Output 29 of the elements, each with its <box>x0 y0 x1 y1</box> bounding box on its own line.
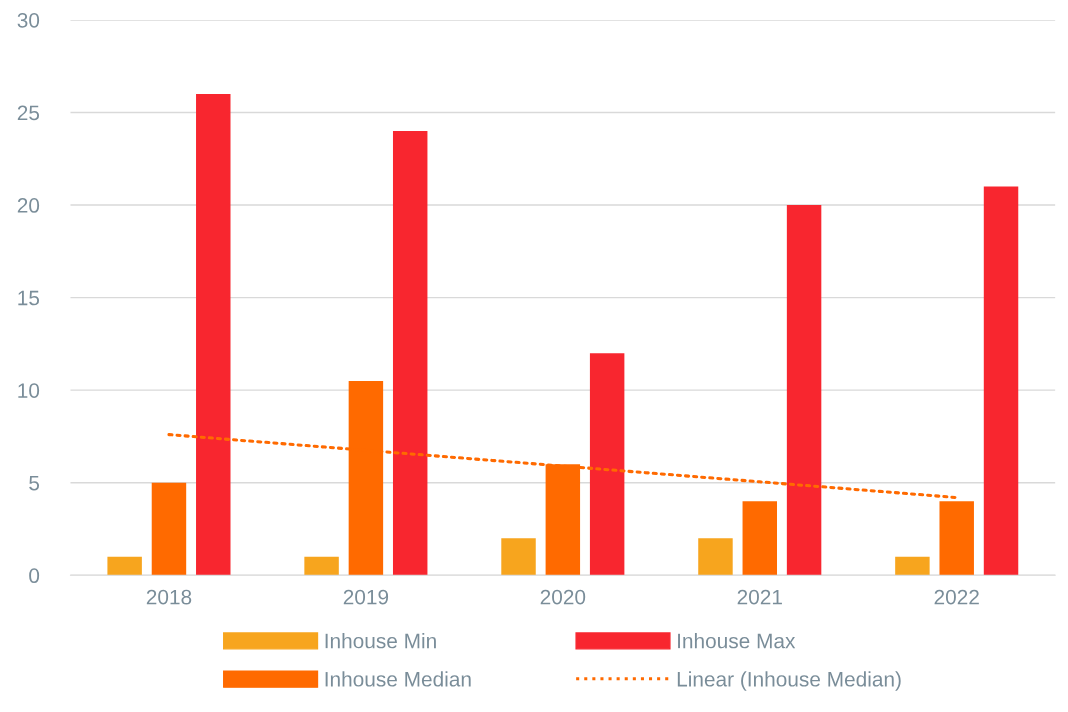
legend-label: Inhouse Max <box>678 633 796 649</box>
bar <box>895 556 930 576</box>
bar <box>742 501 778 576</box>
legend-label: Linear (Inhouse Median) <box>677 671 901 691</box>
bar <box>983 186 1019 576</box>
y-tick-label: 0 <box>29 568 40 584</box>
bar <box>698 538 733 576</box>
y-tick-label: 25 <box>17 105 40 121</box>
x-tick-label: 2018 <box>146 589 192 605</box>
bar <box>304 556 339 576</box>
bar <box>939 501 974 576</box>
x-tick-label: 2019 <box>343 589 389 605</box>
x-tick-label: 2022 <box>934 589 979 605</box>
x-tick-label: 2020 <box>540 589 586 605</box>
bar <box>151 482 187 576</box>
bar <box>501 538 536 576</box>
legend-label: Inhouse Median <box>325 671 471 687</box>
y-tick-label: 5 <box>29 475 40 491</box>
bar <box>196 93 231 576</box>
y-tick-label: 30 <box>17 12 40 28</box>
bar <box>786 205 822 576</box>
legend-label: Inhouse Min <box>325 633 436 649</box>
y-tick-label: 15 <box>18 290 40 306</box>
bar <box>107 556 142 576</box>
bar <box>589 353 625 576</box>
x-tick-label: 2021 <box>737 589 782 605</box>
y-tick-label: 20 <box>17 198 40 213</box>
y-tick-label: 10 <box>18 383 40 398</box>
bar <box>392 131 428 576</box>
